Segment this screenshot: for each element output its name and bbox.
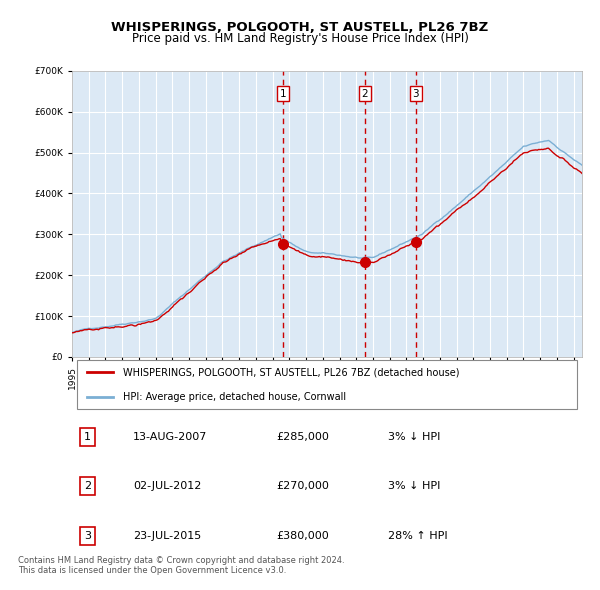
Text: WHISPERINGS, POLGOOTH, ST AUSTELL, PL26 7BZ (detached house): WHISPERINGS, POLGOOTH, ST AUSTELL, PL26 … [123, 368, 460, 378]
Text: 2: 2 [361, 88, 368, 99]
Text: £285,000: £285,000 [276, 432, 329, 442]
Text: 1: 1 [280, 88, 286, 99]
Text: Price paid vs. HM Land Registry's House Price Index (HPI): Price paid vs. HM Land Registry's House … [131, 32, 469, 45]
Text: 3% ↓ HPI: 3% ↓ HPI [388, 432, 440, 442]
FancyBboxPatch shape [77, 360, 577, 409]
Text: 02-JUL-2012: 02-JUL-2012 [133, 481, 202, 491]
Text: £380,000: £380,000 [276, 531, 329, 541]
Text: 1: 1 [84, 432, 91, 442]
Text: 13-AUG-2007: 13-AUG-2007 [133, 432, 208, 442]
Text: 28% ↑ HPI: 28% ↑ HPI [388, 531, 448, 541]
Text: 23-JUL-2015: 23-JUL-2015 [133, 531, 202, 541]
Text: 3: 3 [412, 88, 419, 99]
Text: WHISPERINGS, POLGOOTH, ST AUSTELL, PL26 7BZ: WHISPERINGS, POLGOOTH, ST AUSTELL, PL26 … [112, 21, 488, 34]
Text: 3% ↓ HPI: 3% ↓ HPI [388, 481, 440, 491]
Text: £270,000: £270,000 [276, 481, 329, 491]
Text: 2: 2 [84, 481, 91, 491]
Text: Contains HM Land Registry data © Crown copyright and database right 2024.
This d: Contains HM Land Registry data © Crown c… [18, 556, 344, 575]
Text: HPI: Average price, detached house, Cornwall: HPI: Average price, detached house, Corn… [123, 392, 346, 402]
Text: 3: 3 [84, 531, 91, 541]
